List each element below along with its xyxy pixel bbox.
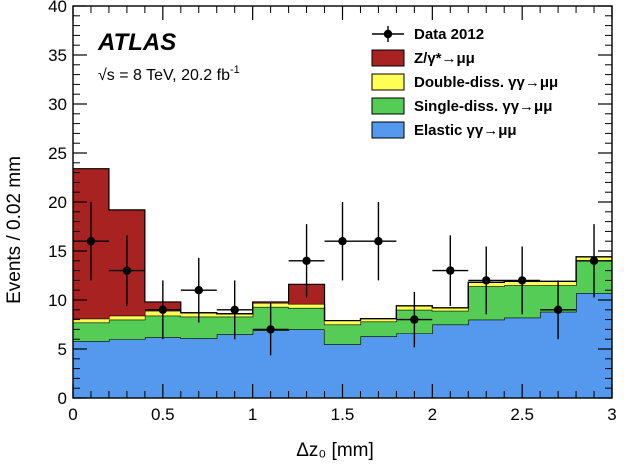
data-point	[144, 280, 181, 340]
data-marker	[194, 286, 203, 295]
data-point	[360, 202, 397, 281]
data-marker	[517, 276, 527, 285]
y-axis-title: Events / 0.02 mm	[4, 156, 25, 304]
atlas-label: ATLAS	[97, 29, 176, 56]
data-point	[108, 235, 145, 306]
energy-label-main: √s = 8 TeV, 20.2 fb	[98, 67, 230, 84]
data-marker	[266, 325, 275, 334]
x-axis-title: Δz₀ [mm]	[296, 440, 374, 461]
legend-label: Double-diss. γγ→μμ	[414, 74, 558, 91]
legend-data-marker	[383, 29, 393, 39]
data-point	[540, 280, 577, 340]
legend-label: Single-diss. γγ→μμ	[414, 98, 552, 115]
legend-swatch	[371, 49, 405, 67]
legend-entry: Elastic γγ→μμ	[371, 121, 517, 139]
series-fill-0	[73, 293, 612, 398]
data-marker	[589, 256, 599, 265]
energy-label: √s = 8 TeV, 20.2 fb-1	[98, 64, 240, 84]
legend-entry: Data 2012	[372, 26, 484, 43]
legend-label: Z/γ*→μμ	[414, 50, 475, 67]
data-point	[216, 280, 253, 340]
series-fill-2	[73, 256, 612, 325]
data-marker	[482, 276, 491, 285]
y-tick-label: 5	[58, 340, 67, 359]
x-tick-label: 1.5	[331, 405, 355, 424]
y-tick-label: 40	[48, 0, 67, 16]
x-tick-label: 3	[607, 405, 616, 424]
x-tick-label: 0.5	[151, 405, 175, 424]
data-marker	[302, 256, 311, 265]
data-marker	[553, 305, 563, 314]
axes: 0 5 10 15 20 25 30 35 40 0 0.5 1 1.5 2 2.5 3	[48, 0, 617, 424]
x-tick-label: 2.5	[510, 405, 534, 424]
y-tick-label: 20	[48, 193, 67, 212]
data-marker	[122, 266, 132, 275]
legend-label: Data 2012	[414, 26, 484, 43]
series-fill-1	[73, 260, 612, 345]
data-marker	[410, 315, 419, 324]
energy-label-sup: -1	[230, 64, 240, 76]
y-tick-label: 30	[48, 95, 67, 114]
y-tick-label: 10	[48, 291, 67, 310]
legend-swatch	[371, 73, 405, 91]
legend-label: Elastic γγ→μμ	[414, 122, 517, 139]
data-marker	[374, 237, 383, 246]
y-tick-label: 15	[48, 242, 67, 261]
data-point	[324, 202, 361, 281]
data-points	[73, 202, 612, 356]
series-outline-3	[73, 168, 612, 322]
data-point	[468, 246, 505, 315]
x-tick-label: 0	[68, 405, 77, 424]
legend: Data 2012 Z/γ*→μμ Double-diss. γγ→μμ Single…	[371, 26, 558, 139]
y-tick-label: 35	[48, 46, 67, 65]
data-point	[504, 246, 541, 315]
y-tick-label: 0	[58, 389, 67, 408]
data-marker	[86, 237, 96, 246]
x-tick-label: 1	[248, 405, 257, 424]
data-marker	[230, 305, 239, 314]
legend-entry: Z/γ*→μμ	[371, 49, 475, 67]
data-marker	[158, 305, 168, 314]
data-point	[432, 235, 469, 306]
legend-entry: Single-diss. γγ→μμ	[371, 97, 552, 115]
data-point	[396, 291, 433, 348]
legend-entry: Double-diss. γγ→μμ	[371, 73, 558, 91]
data-point	[288, 224, 325, 298]
legend-swatch	[371, 121, 405, 139]
x-tick-label: 2	[428, 405, 437, 424]
data-point	[252, 303, 289, 356]
data-point	[180, 257, 217, 323]
y-tick-label: 25	[48, 144, 67, 163]
data-marker	[338, 237, 347, 246]
data-marker	[446, 266, 455, 275]
legend-swatch	[371, 97, 405, 115]
